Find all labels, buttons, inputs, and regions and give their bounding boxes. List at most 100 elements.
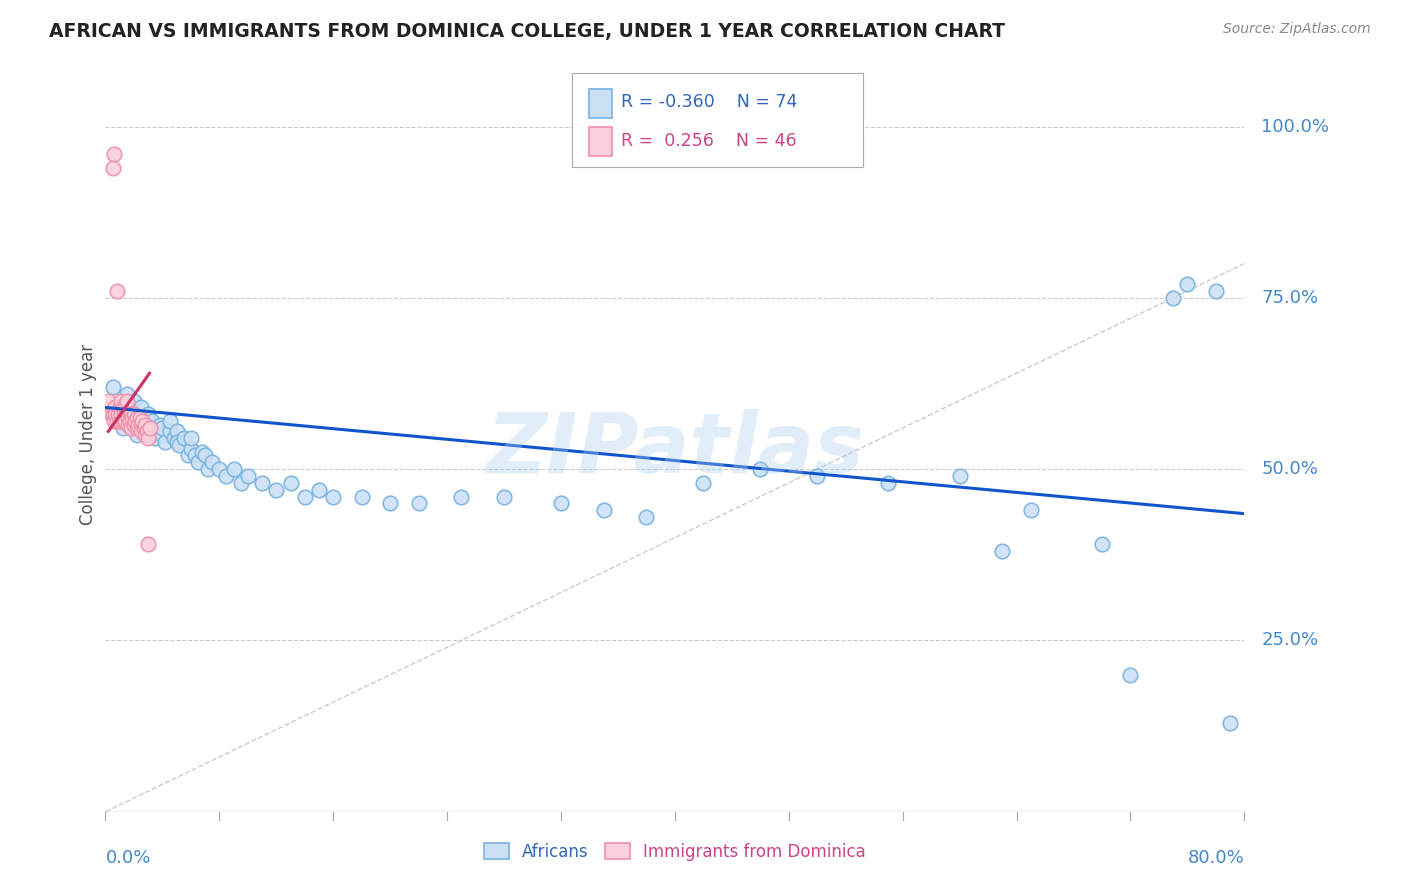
Point — [280, 475, 302, 490]
Point — [120, 421, 142, 435]
Point — [135, 425, 157, 439]
Point — [136, 407, 159, 421]
Text: 25.0%: 25.0% — [1261, 632, 1319, 649]
Point — [118, 407, 141, 421]
FancyBboxPatch shape — [572, 73, 863, 168]
Point — [1205, 284, 1227, 298]
Point — [948, 469, 970, 483]
Point — [180, 442, 202, 456]
Point — [136, 431, 159, 445]
Point — [450, 490, 472, 504]
Point — [112, 407, 135, 421]
Point — [108, 401, 131, 415]
Point — [103, 147, 125, 161]
Point — [105, 414, 128, 428]
Point — [550, 496, 572, 510]
Point — [136, 421, 159, 435]
Point — [152, 427, 174, 442]
Point — [134, 417, 156, 432]
Point — [107, 407, 129, 421]
Point — [111, 421, 134, 435]
Point — [152, 421, 174, 435]
Point — [197, 462, 219, 476]
Point — [294, 490, 316, 504]
Point — [121, 410, 143, 425]
Text: 75.0%: 75.0% — [1261, 289, 1319, 307]
Point — [194, 449, 217, 463]
Point — [125, 410, 148, 425]
Point — [129, 401, 152, 415]
Point — [97, 393, 120, 408]
Point — [134, 427, 156, 442]
Point — [101, 380, 124, 394]
Text: AFRICAN VS IMMIGRANTS FROM DOMINICA COLLEGE, UNDER 1 YEAR CORRELATION CHART: AFRICAN VS IMMIGRANTS FROM DOMINICA COLL… — [49, 22, 1005, 41]
Point — [1161, 291, 1184, 305]
Point — [111, 401, 134, 415]
Point — [141, 414, 163, 428]
Point — [118, 414, 141, 428]
Point — [143, 431, 166, 445]
Point — [408, 496, 430, 510]
Point — [184, 449, 207, 463]
Point — [1119, 667, 1142, 681]
Point — [125, 414, 148, 428]
Bar — [589, 89, 612, 118]
Point — [129, 410, 152, 425]
Bar — [589, 128, 612, 156]
Text: R = -0.360    N = 74: R = -0.360 N = 74 — [621, 94, 797, 112]
Point — [236, 469, 259, 483]
Point — [169, 438, 191, 452]
Point — [105, 414, 128, 428]
Point — [163, 431, 186, 445]
Point — [128, 410, 150, 425]
Point — [122, 407, 145, 421]
Text: 80.0%: 80.0% — [1188, 849, 1244, 867]
Point — [308, 483, 330, 497]
Point — [250, 475, 273, 490]
Point — [114, 401, 136, 415]
Point — [115, 393, 138, 408]
Point — [350, 490, 373, 504]
Point — [877, 475, 900, 490]
Point — [114, 414, 136, 428]
Text: Source: ZipAtlas.com: Source: ZipAtlas.com — [1223, 22, 1371, 37]
Point — [110, 393, 132, 408]
Point — [104, 407, 127, 421]
Point — [108, 414, 131, 428]
Text: 0.0%: 0.0% — [105, 849, 150, 867]
Point — [103, 414, 125, 428]
Point — [1175, 277, 1198, 291]
Point — [115, 407, 138, 421]
Point — [215, 469, 238, 483]
Point — [122, 407, 145, 421]
Point — [125, 421, 148, 435]
Point — [991, 544, 1014, 558]
Point — [122, 393, 145, 408]
Point — [173, 431, 195, 445]
Point — [115, 407, 138, 421]
Point — [166, 434, 188, 449]
Point — [122, 417, 145, 432]
Point — [132, 421, 155, 435]
Point — [115, 386, 138, 401]
Text: ZIPatlas: ZIPatlas — [486, 409, 863, 491]
Point — [806, 469, 828, 483]
Point — [208, 462, 231, 476]
Point — [129, 421, 152, 435]
Point — [191, 445, 214, 459]
Point — [1019, 503, 1042, 517]
Point — [125, 427, 148, 442]
Point — [1091, 537, 1114, 551]
Legend: Africans, Immigrants from Dominica: Africans, Immigrants from Dominica — [477, 836, 873, 867]
Point — [136, 537, 159, 551]
Point — [159, 425, 181, 439]
Point — [143, 421, 166, 435]
Point — [120, 421, 142, 435]
Point — [177, 449, 200, 463]
Text: R =  0.256    N = 46: R = 0.256 N = 46 — [621, 132, 797, 150]
Point — [117, 417, 139, 432]
Point — [108, 401, 131, 415]
Point — [100, 407, 122, 421]
Point — [222, 462, 245, 476]
Point — [134, 417, 156, 432]
